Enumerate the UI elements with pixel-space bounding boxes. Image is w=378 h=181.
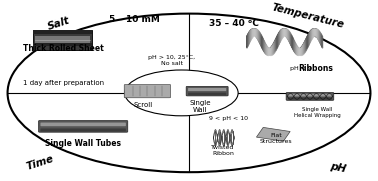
FancyBboxPatch shape [126, 85, 168, 97]
Text: Single
Wall: Single Wall [190, 100, 211, 113]
FancyBboxPatch shape [129, 87, 166, 96]
Text: Flat
Structures: Flat Structures [260, 133, 292, 144]
FancyBboxPatch shape [33, 30, 91, 50]
FancyBboxPatch shape [40, 129, 126, 131]
Text: 1 day after preparation: 1 day after preparation [23, 80, 104, 86]
Text: pH < 9: pH < 9 [290, 66, 311, 71]
Text: 35 – 40 ᵒC: 35 – 40 ᵒC [209, 19, 259, 28]
Polygon shape [256, 127, 290, 141]
FancyBboxPatch shape [40, 123, 126, 126]
FancyBboxPatch shape [286, 92, 334, 100]
Text: Temperature: Temperature [271, 2, 345, 30]
FancyBboxPatch shape [124, 85, 170, 98]
Text: Scroll: Scroll [133, 102, 152, 108]
Polygon shape [213, 129, 234, 146]
FancyBboxPatch shape [39, 121, 128, 132]
Text: Ribbons: Ribbons [298, 64, 333, 73]
Text: 9 < pH < 10: 9 < pH < 10 [209, 116, 248, 121]
FancyBboxPatch shape [288, 94, 332, 96]
Text: Single Wall
Helical Wrapping: Single Wall Helical Wrapping [294, 107, 341, 118]
Text: Single Wall Tubes: Single Wall Tubes [45, 139, 121, 148]
Ellipse shape [8, 14, 370, 172]
Text: Twisted
Ribbon: Twisted Ribbon [211, 145, 235, 155]
FancyBboxPatch shape [186, 86, 228, 96]
FancyBboxPatch shape [288, 97, 332, 100]
FancyBboxPatch shape [135, 90, 160, 92]
FancyBboxPatch shape [133, 89, 162, 94]
Text: Time: Time [25, 153, 55, 172]
FancyBboxPatch shape [188, 88, 226, 91]
Ellipse shape [125, 70, 238, 116]
Text: 5 – 10 mM: 5 – 10 mM [109, 15, 160, 24]
Text: pH > 10, 25°C,
No salt: pH > 10, 25°C, No salt [149, 55, 195, 66]
FancyBboxPatch shape [131, 88, 164, 95]
Text: pH: pH [330, 161, 347, 174]
FancyBboxPatch shape [35, 36, 90, 44]
Polygon shape [246, 29, 322, 55]
Text: Thick Rolled Sheet: Thick Rolled Sheet [23, 44, 104, 53]
FancyBboxPatch shape [188, 93, 226, 95]
FancyBboxPatch shape [33, 30, 91, 34]
FancyBboxPatch shape [33, 43, 91, 46]
Polygon shape [213, 129, 234, 146]
Text: Salt: Salt [46, 15, 71, 32]
